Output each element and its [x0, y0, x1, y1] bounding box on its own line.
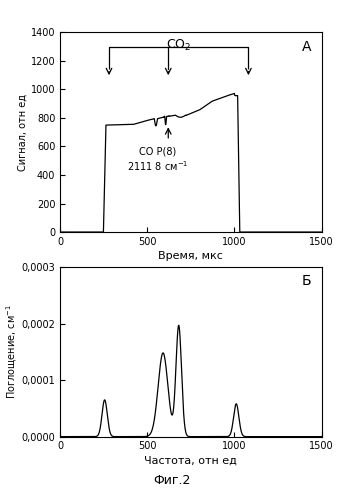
- Text: CO$_2$: CO$_2$: [166, 38, 191, 53]
- Text: А: А: [302, 40, 311, 54]
- Text: Б: Б: [302, 274, 311, 288]
- Text: Фиг.2: Фиг.2: [153, 474, 191, 487]
- X-axis label: Время, мкс: Время, мкс: [159, 251, 223, 261]
- Text: CO P(8)
2111 8 см$^{-1}$: CO P(8) 2111 8 см$^{-1}$: [127, 147, 189, 173]
- Y-axis label: Поглощение, см$^{-1}$: Поглощение, см$^{-1}$: [4, 304, 19, 399]
- Y-axis label: Сигнал, отн ед: Сигнал, отн ед: [18, 94, 28, 171]
- X-axis label: Частота, отн ед: Частота, отн ед: [144, 456, 237, 466]
